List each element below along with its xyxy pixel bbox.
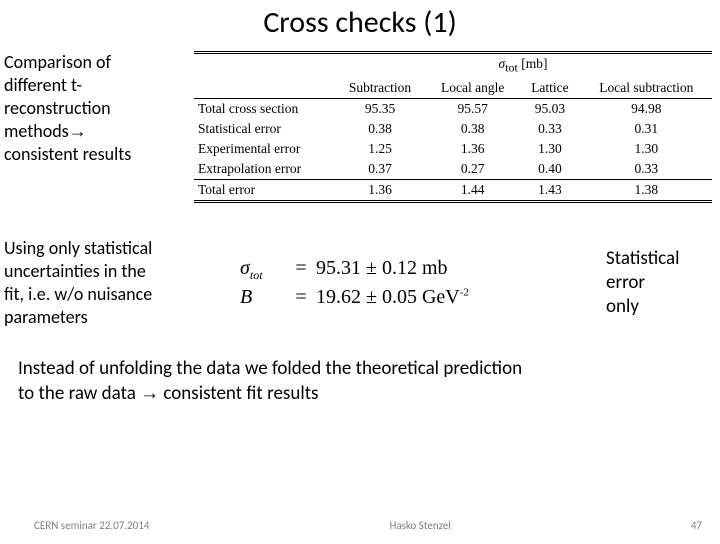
row-statonly: Using only statistical uncertainties in …	[0, 203, 720, 329]
note1-l2: different t-	[4, 74, 82, 96]
note3-l2: error	[606, 271, 645, 294]
note1-l5: consistent results	[4, 143, 131, 165]
bottom-l2b: consistent fit results	[159, 382, 318, 405]
table-row: Extrapolation error 0.37 0.27 0.40 0.33	[194, 159, 712, 180]
equations: σtot = 95.31 ± 0.12 mb B = 19.62 ± 0.05 …	[228, 254, 586, 312]
note2-l4: parameters	[4, 306, 88, 328]
footer-center: Hasko Stenzel	[389, 519, 450, 532]
page-number: 47	[691, 519, 702, 532]
eq-B: B = 19.62 ± 0.05 GeV-2	[240, 286, 586, 309]
table-row: Statistical error 0.38 0.38 0.33 0.31	[194, 119, 712, 139]
bottom-l1: Instead of unfolding the data we folded …	[18, 357, 522, 380]
note-stat-error-only: Statistical error only	[600, 247, 710, 318]
col-label	[194, 78, 334, 99]
table-row-total: Total error 1.36 1.44 1.43 1.38	[194, 179, 712, 201]
slide-title: Cross checks (1)	[0, 4, 720, 41]
table-row: Experimental error 1.25 1.36 1.30 1.30	[194, 139, 712, 159]
col-sub: Subtraction	[334, 78, 426, 99]
results-table: σtot [mb] Subtraction Local angle Lattic…	[194, 51, 712, 203]
arrow-icon: →	[140, 383, 159, 404]
col-local-angle: Local angle	[426, 78, 519, 99]
slide-footer: CERN seminar 22.07.2014 Hasko Stenzel 47	[0, 519, 720, 532]
note1-l1: Comparison of	[4, 51, 111, 73]
note2-l3: fit, i.e. w/o nuisance	[4, 283, 152, 305]
col-local-sub: Local subtraction	[581, 78, 712, 99]
note3-l3: only	[606, 295, 639, 318]
note3-l1: Statistical	[606, 247, 680, 270]
footer-left: CERN seminar 22.07.2014	[34, 519, 149, 532]
note2-l2: uncertainties in the	[4, 260, 146, 282]
note1-l4: methods	[4, 120, 69, 142]
note-folding: Instead of unfolding the data we folded …	[0, 329, 720, 406]
arrow-icon: →	[69, 121, 87, 141]
note-comparison: Comparison of different t- reconstructio…	[4, 51, 180, 166]
note2-l1: Using only statistical	[4, 237, 152, 259]
bottom-l2a: to the raw data	[18, 382, 140, 405]
note1-l3: reconstruction	[4, 97, 111, 119]
table-row: Total cross section 95.35 95.57 95.03 94…	[194, 98, 712, 119]
row-comparison: Comparison of different t- reconstructio…	[0, 51, 720, 203]
note-statonly: Using only statistical uncertainties in …	[4, 237, 214, 329]
table-superheader: σtot [mb]	[334, 53, 712, 78]
eq-sigma: σtot = 95.31 ± 0.12 mb	[240, 257, 586, 283]
col-lattice: Lattice	[519, 78, 580, 99]
